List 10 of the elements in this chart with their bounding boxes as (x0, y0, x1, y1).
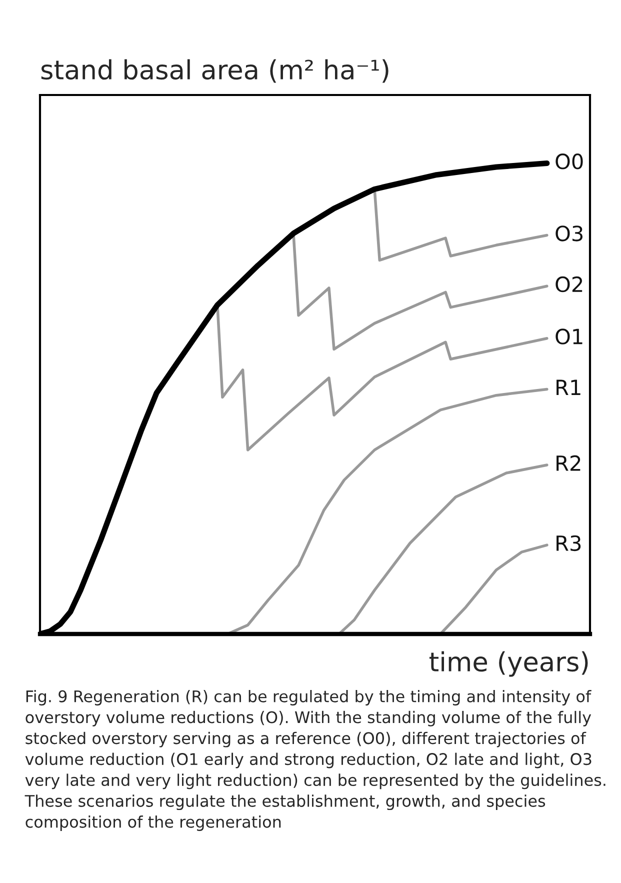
x-axis-title: time (years) (429, 651, 588, 677)
caption: Fig. 9 Regeneration (R) can be regulated by the timing and intensity of overstory volume reductions (O). With the standing volume of the fully stocked overstory serving as a reference (O0), different trajectories of volume reduction (O1 early and strong reduction, O2 late and light, O3 very late and very light reduction) can be represented by the guidelines. These scenarios regulate the establishment, growth, and species composition of the regeneration (24, 690, 606, 831)
series-label: R3 (556, 535, 581, 552)
series-label: O0 (556, 154, 583, 170)
chart-title: stand basal area (m² ha⁻¹) (41, 59, 388, 83)
series-label: R2 (556, 455, 580, 471)
series-label: O1 (556, 328, 582, 344)
series-label: R1 (556, 380, 580, 395)
series-label: O3 (556, 226, 582, 242)
series-label: O2 (556, 276, 582, 292)
